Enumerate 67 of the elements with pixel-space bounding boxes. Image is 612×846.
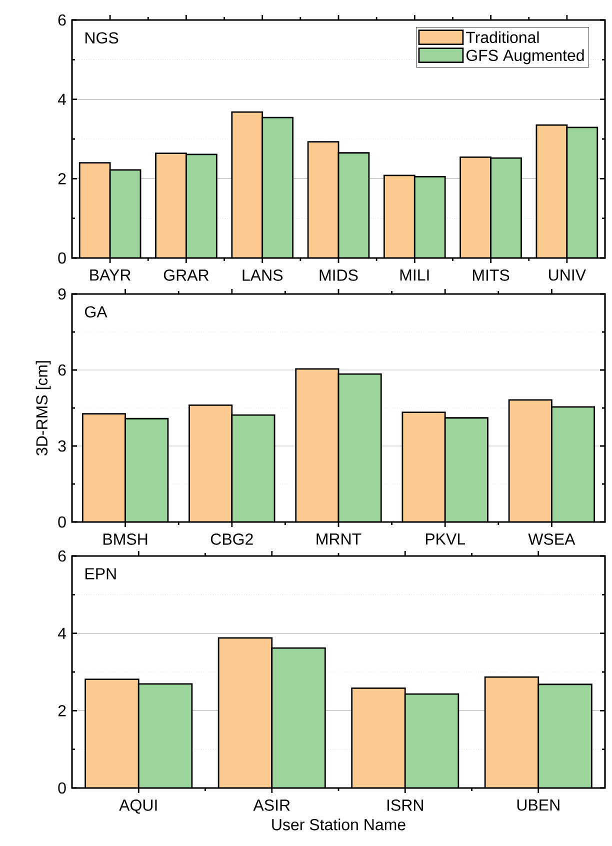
bar bbox=[232, 415, 275, 522]
x-tick-label: PKVL bbox=[426, 534, 466, 545]
bar bbox=[551, 406, 596, 522]
bar bbox=[296, 368, 338, 522]
y-tick-label: 6 bbox=[58, 14, 66, 26]
y-tick-label: 3 bbox=[58, 440, 66, 452]
x-tick-label: UNIV bbox=[549, 270, 586, 281]
bar bbox=[262, 118, 293, 258]
x-tick-label: AQUI bbox=[119, 800, 157, 814]
x-tick-label: MITS bbox=[472, 270, 510, 281]
y-axis-title: 3D-RMS [cm] bbox=[36, 361, 51, 456]
bar bbox=[80, 162, 110, 258]
bar bbox=[384, 175, 415, 258]
x-tick-label: WSEA bbox=[528, 534, 576, 545]
bar bbox=[232, 112, 262, 258]
bar bbox=[272, 648, 326, 788]
text: NGS bbox=[86, 32, 118, 44]
y-tick-label: 2 bbox=[58, 705, 66, 716]
bar bbox=[156, 153, 186, 258]
bar bbox=[82, 414, 126, 522]
bar bbox=[460, 157, 491, 258]
y-tick-label: 0 bbox=[58, 516, 66, 528]
bar bbox=[352, 688, 406, 788]
y-tick-label: 6 bbox=[58, 550, 66, 562]
y-tick-label: 4 bbox=[58, 94, 66, 105]
x-tick-label: MRNT bbox=[316, 534, 362, 545]
x-tick-label: UBEN bbox=[517, 800, 560, 811]
bar bbox=[508, 399, 552, 522]
x-tick-label: ASIR bbox=[253, 800, 290, 811]
x-tick-label: MIDS bbox=[320, 270, 358, 281]
bar bbox=[484, 676, 540, 788]
bar bbox=[402, 412, 446, 522]
bar bbox=[538, 684, 592, 788]
x-tick-label: LANS bbox=[242, 270, 283, 281]
y-tick-label: 0 bbox=[58, 782, 66, 794]
x-axis-title: User Station Name bbox=[272, 818, 406, 830]
bar bbox=[186, 154, 217, 258]
bar bbox=[566, 126, 598, 258]
x-tick-label: ISRN bbox=[387, 800, 423, 811]
bar bbox=[218, 638, 272, 788]
legend-label: GFS Augmented bbox=[466, 49, 584, 64]
y-tick-label: 4 bbox=[58, 628, 66, 639]
bar bbox=[125, 418, 168, 522]
bar bbox=[85, 679, 139, 788]
x-tick-label: GRAR bbox=[164, 270, 209, 281]
legend-label: Traditional bbox=[466, 31, 539, 44]
x-tick-label: BAYR bbox=[90, 270, 131, 281]
y-tick-label: 9 bbox=[58, 288, 66, 300]
bar bbox=[308, 142, 338, 258]
x-tick-label: BMSH bbox=[104, 534, 148, 545]
bar bbox=[138, 684, 192, 788]
bar bbox=[405, 694, 458, 788]
bar bbox=[536, 124, 568, 258]
bar bbox=[445, 418, 488, 522]
x-tick-label: MILI bbox=[400, 270, 429, 281]
text: EPN bbox=[86, 568, 116, 580]
x-tick-label: CBG2 bbox=[210, 534, 253, 545]
y-tick-label: 6 bbox=[58, 364, 66, 376]
bar bbox=[338, 152, 369, 258]
y-tick-label: 0 bbox=[58, 252, 66, 264]
bar bbox=[338, 374, 382, 522]
bar bbox=[189, 405, 232, 522]
y-tick-label: 2 bbox=[58, 173, 66, 184]
bar bbox=[414, 176, 446, 258]
bar bbox=[490, 158, 522, 258]
text: GA bbox=[85, 306, 108, 318]
bar bbox=[110, 170, 141, 258]
